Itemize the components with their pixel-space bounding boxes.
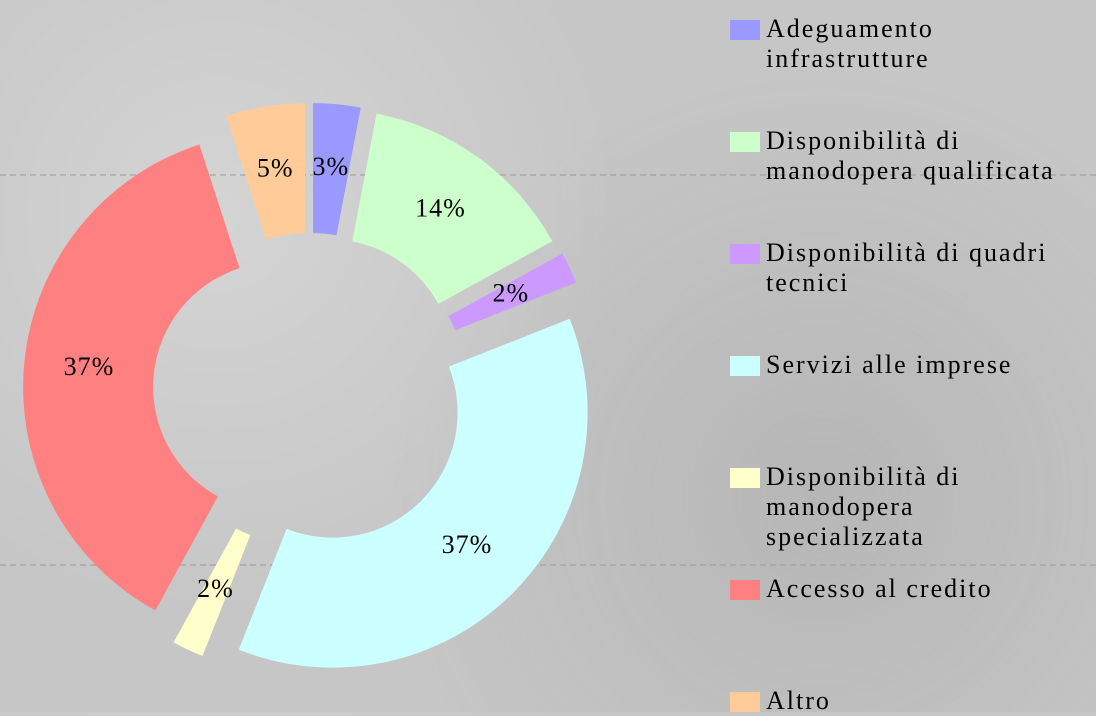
legend-swatch xyxy=(730,692,760,712)
legend-label: Disponibilità di quadri tecnici xyxy=(766,238,1048,297)
data-label: 2% xyxy=(197,574,234,603)
legend-swatch xyxy=(730,244,760,264)
legend-label: Disponibilità di manodopera qualificata xyxy=(766,126,1055,185)
data-label: 37% xyxy=(442,530,493,559)
legend-swatch xyxy=(730,580,760,600)
legend-swatch xyxy=(730,20,760,40)
data-label: 37% xyxy=(64,352,115,381)
slice xyxy=(23,144,240,611)
legend-label: Adeguamento infrastrutture xyxy=(766,14,934,73)
slice xyxy=(173,528,251,657)
data-label: 3% xyxy=(313,152,350,181)
legend-label: Servizi alle imprese xyxy=(766,350,1013,379)
legend-label: Altro xyxy=(766,686,831,715)
slice xyxy=(448,253,577,331)
data-label: 5% xyxy=(257,154,294,183)
legend-swatch xyxy=(730,132,760,152)
data-label: 14% xyxy=(415,193,466,222)
slice xyxy=(352,113,553,304)
legend-label: Disponibilità di manodopera specializzat… xyxy=(766,462,961,551)
slice xyxy=(313,103,361,236)
legend-label: Accesso al credito xyxy=(766,574,993,603)
slice xyxy=(226,103,305,240)
legend-swatch xyxy=(730,468,760,488)
slice xyxy=(238,318,588,668)
data-label: 2% xyxy=(493,278,530,307)
legend-swatch xyxy=(730,356,760,376)
